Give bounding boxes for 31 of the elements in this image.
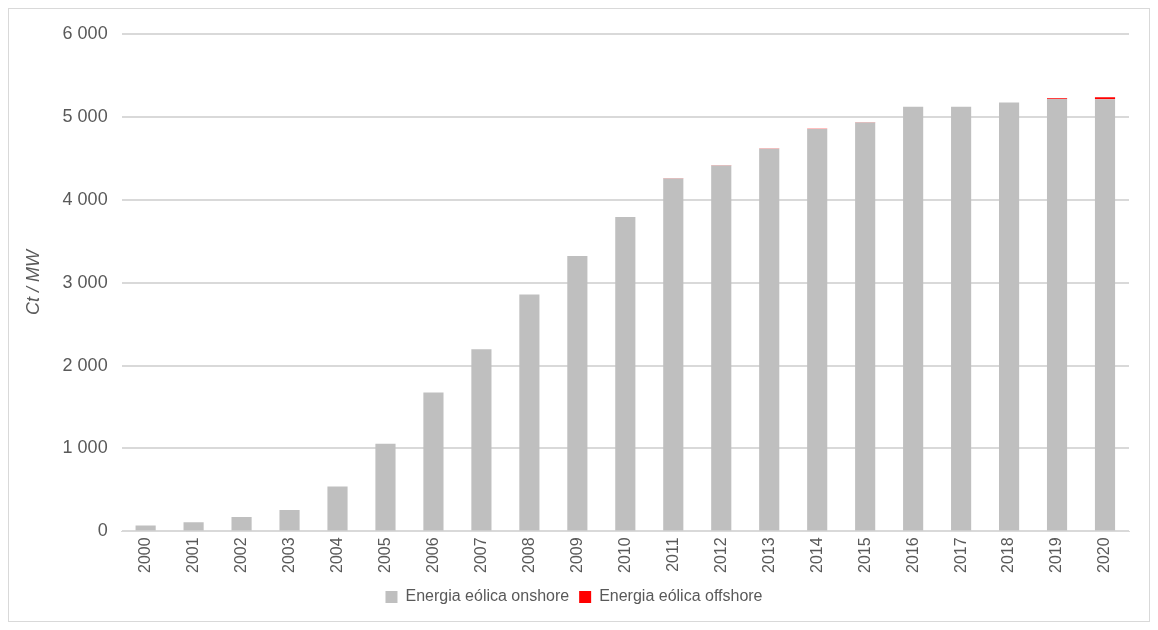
x-tick-label: 2008 (519, 537, 537, 573)
y-tick-label: 5 000 (62, 105, 108, 126)
x-tick-label: 2006 (423, 537, 441, 573)
x-tick-label: 2015 (855, 537, 873, 573)
x-tick-label: 2011 (663, 537, 681, 572)
x-tick-label: 2007 (471, 537, 489, 573)
x-tick-label: 2017 (951, 537, 969, 573)
x-tick-label: 2010 (615, 537, 633, 573)
x-tick-label: 2001 (184, 537, 201, 573)
legend-label: Energia eólica onshore (405, 587, 570, 605)
x-tick-label: 2020 (1095, 537, 1113, 573)
x-tick-label: 2016 (903, 537, 921, 573)
x-tick-label: 2009 (567, 537, 585, 573)
y-tick-label: 2 000 (62, 354, 108, 375)
x-tick-label: 2005 (375, 537, 393, 573)
y-tick-label: 1 000 (62, 437, 108, 458)
x-tick-label: 2018 (999, 537, 1017, 573)
legend-label: Energia eólica offshore (599, 587, 763, 605)
x-tick-label: 2014 (807, 537, 825, 573)
y-tick-label: 3 000 (62, 271, 108, 292)
x-tick-label: 2019 (1047, 537, 1065, 573)
y-tick-label: 0 (97, 520, 108, 541)
x-tick-label: 2013 (759, 537, 777, 573)
y-tick-label: 4 000 (62, 188, 108, 209)
y-axis-title: Ct / MW (22, 248, 43, 316)
x-tick-label: 2002 (231, 537, 249, 573)
x-tick-label: 2004 (327, 537, 345, 573)
y-tick-label: 6 000 (62, 22, 108, 43)
x-tick-label: 2003 (279, 537, 297, 573)
x-tick-label: 2000 (136, 537, 154, 573)
x-tick-label: 2012 (711, 537, 729, 573)
